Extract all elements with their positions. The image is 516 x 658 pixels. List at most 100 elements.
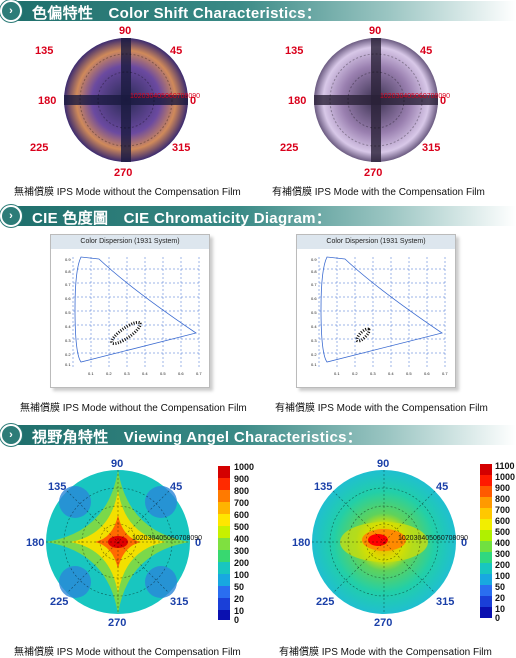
legend-value: 300 [495, 549, 510, 559]
radial-ticks: 102030405060708090 [130, 93, 200, 100]
legend-value: 100 [234, 570, 249, 580]
y-tick: 0.3 [65, 338, 71, 343]
x-tick: 0.3 [370, 371, 376, 376]
viewing-disc-with [312, 470, 456, 614]
cie-chart-without: Color Dispersion (1931 System) 0.9 0.8 0… [50, 234, 210, 388]
y-tick: 0.6 [65, 296, 71, 301]
legend-value: 100 [495, 571, 510, 581]
x-tick: 0.5 [406, 371, 412, 376]
angle-label: 225 [280, 142, 298, 154]
viewing-disc-without [46, 470, 190, 614]
section-title: 色偏特性 Color Shift Characteristics： [32, 5, 322, 22]
angle-label: 45 [420, 45, 432, 57]
section-banner-viewing-angle: › 視野角特性 Viewing Angel Characteristics： [0, 424, 516, 446]
x-tick: 0.7 [196, 371, 202, 376]
x-tick: 0.4 [388, 371, 394, 376]
x-tick: 0.1 [334, 371, 340, 376]
legend-value: 900 [495, 483, 510, 493]
angle-label: 135 [35, 45, 53, 57]
angle-label: 225 [30, 142, 48, 154]
y-tick: 0.7 [65, 282, 71, 287]
legend-value: 900 [234, 474, 249, 484]
x-tick: 0.3 [124, 371, 130, 376]
caption-without: 無補償膜 IPS Mode without the Compensation F… [20, 403, 247, 414]
legend-value: 20 [495, 593, 505, 603]
legend-value: 0 [495, 613, 500, 623]
legend-value: 1000 [234, 462, 254, 472]
angle-label: 315 [170, 596, 188, 608]
angle-label: 90 [377, 458, 389, 470]
section-title: 視野角特性 Viewing Angel Characteristics： [32, 429, 363, 446]
cie-chart-with: Color Dispersion (1931 System) 0.9 0.8 0… [296, 234, 456, 388]
angle-label: 45 [436, 481, 448, 493]
y-tick: 0.4 [65, 324, 71, 329]
color-legend-without: 1000 900 800 700 600 500 400 300 200 100… [218, 462, 254, 625]
chart-title: Color Dispersion (1931 System) [297, 235, 455, 249]
angle-label: 135 [285, 45, 303, 57]
angle-label: 0 [190, 95, 196, 107]
color-shift-disc-with [314, 38, 438, 162]
legend-value: 500 [234, 522, 249, 532]
y-tick: 0.9 [65, 257, 71, 262]
legend-value: 200 [234, 558, 249, 568]
angle-label: 315 [172, 142, 190, 154]
angle-label: 270 [364, 167, 382, 179]
caption-with: 有補償膜 IPS Mode with the Compensation Film [272, 187, 485, 198]
legend-value: 300 [234, 546, 249, 556]
section-banner-color-shift: › 色偏特性 Color Shift Characteristics： [0, 0, 516, 22]
y-tick: 0.9 [311, 257, 317, 262]
caption-with: 有補償膜 IPS Mode with the Compensation Film [279, 647, 492, 658]
caption-without: 無補償膜 IPS Mode without the Compensation F… [14, 187, 241, 198]
angle-label: 225 [316, 596, 334, 608]
angle-label: 225 [50, 596, 68, 608]
legend-value: 50 [495, 582, 505, 592]
x-tick: 0.2 [106, 371, 112, 376]
x-tick: 0.7 [442, 371, 448, 376]
legend-value: 10 [495, 604, 505, 614]
angle-label: 45 [170, 481, 182, 493]
legend-value: 400 [495, 538, 510, 548]
angle-label: 270 [114, 167, 132, 179]
x-tick: 0.6 [424, 371, 430, 376]
angle-label: 0 [440, 95, 446, 107]
angle-label: 180 [26, 537, 44, 549]
y-tick: 0.5 [311, 310, 317, 315]
section-title: CIE 色度圖 CIE Chromaticity Diagram： [32, 210, 332, 227]
y-tick: 0.8 [311, 269, 317, 274]
legend-value: 400 [234, 534, 249, 544]
y-tick: 0.6 [311, 296, 317, 301]
angle-label: 135 [314, 481, 332, 493]
legend-value: 600 [234, 510, 249, 520]
dots-arrow-icon: › [0, 205, 22, 227]
angle-label: 0 [195, 537, 201, 549]
angle-label: 135 [48, 481, 66, 493]
y-tick: 0.5 [65, 310, 71, 315]
caption-without: 無補償膜 IPS Mode without the Compensation F… [14, 647, 241, 658]
x-tick: 0.4 [142, 371, 148, 376]
angle-label: 315 [422, 142, 440, 154]
radial-ticks: 102030405060708090 [132, 535, 202, 542]
x-tick: 0.1 [88, 371, 94, 376]
angle-label: 90 [369, 25, 381, 37]
legend-value: 1100 [495, 461, 515, 471]
section-banner-cie: › CIE 色度圖 CIE Chromaticity Diagram： [0, 205, 516, 227]
legend-value: 700 [234, 498, 249, 508]
y-tick: 0.8 [65, 269, 71, 274]
color-legend-with: 1100 1000 900 800 700 600 500 400 300 20… [480, 461, 515, 623]
radial-ticks: 102030405060708090 [398, 535, 468, 542]
dots-arrow-icon: › [0, 424, 22, 446]
legend-value: 700 [495, 505, 510, 515]
y-tick: 0.4 [311, 324, 317, 329]
legend-value: 50 [234, 582, 244, 592]
x-tick: 0.2 [352, 371, 358, 376]
y-tick: 0.1 [65, 362, 71, 367]
y-tick: 0.2 [65, 352, 71, 357]
y-tick: 0.1 [311, 362, 317, 367]
dots-arrow-icon: › [0, 0, 22, 22]
color-shift-plots: 90 45 0 315 270 225 180 135 102030405060… [30, 25, 450, 179]
color-shift-disc-without [64, 38, 188, 162]
caption-with: 有補償膜 IPS Mode with the Compensation Film [275, 403, 488, 414]
angle-label: 45 [170, 45, 182, 57]
angle-label: 180 [38, 95, 56, 107]
angle-label: 270 [374, 617, 392, 629]
